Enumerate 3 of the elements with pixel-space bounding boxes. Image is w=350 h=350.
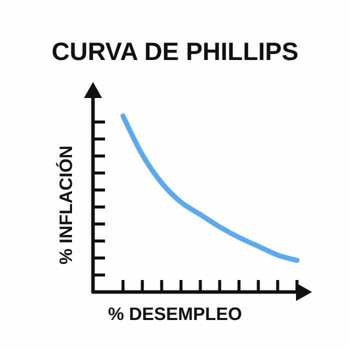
chart-title: CURVA DE PHILLIPS xyxy=(52,38,298,66)
x-axis-title: % DESEMPLEO xyxy=(108,304,242,324)
y-axis-title: % INFLACIÓN xyxy=(56,146,76,264)
